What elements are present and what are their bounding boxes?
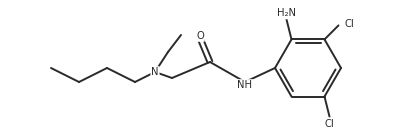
Text: Cl: Cl [325, 119, 335, 129]
Text: Cl: Cl [344, 19, 354, 29]
Text: N: N [151, 67, 159, 77]
Text: H₂N: H₂N [277, 8, 296, 18]
Text: O: O [196, 31, 204, 41]
Text: NH: NH [237, 80, 252, 90]
